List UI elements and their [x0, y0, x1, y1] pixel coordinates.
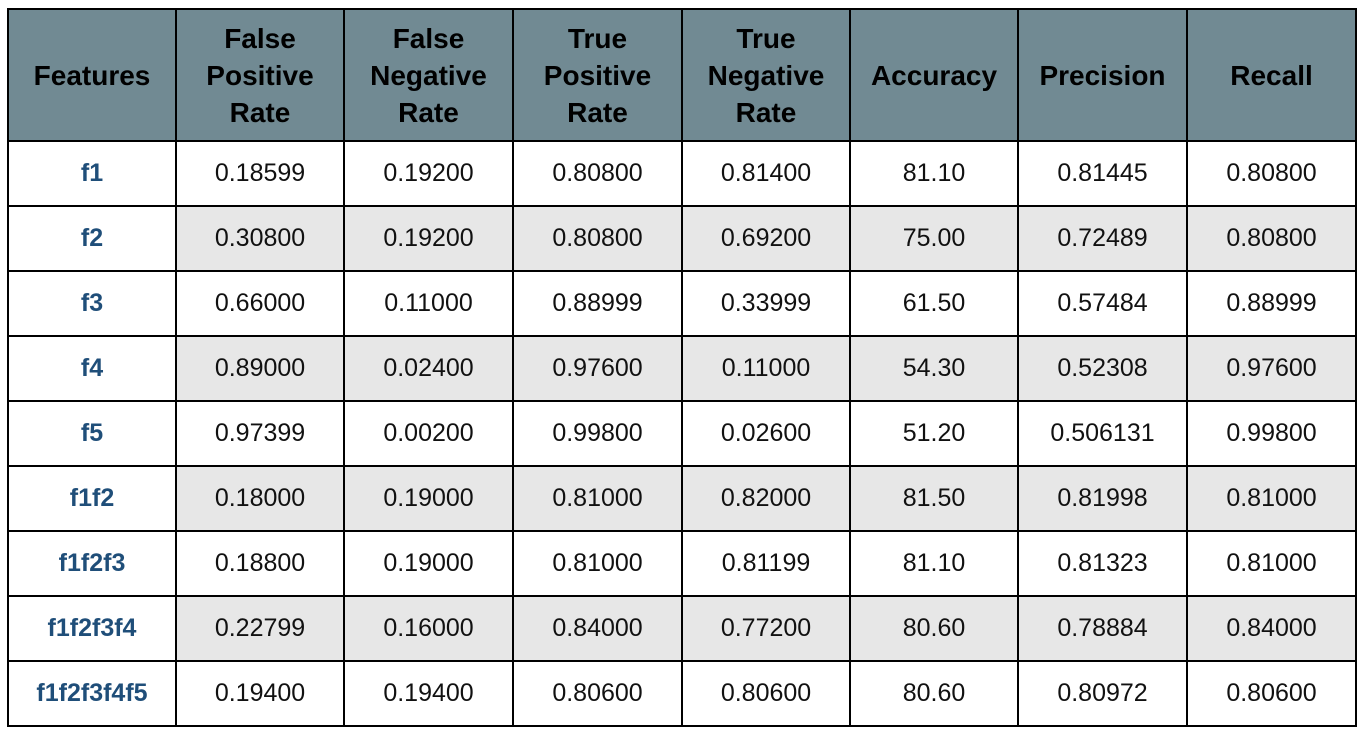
fnr-cell: 0.02400 — [343, 335, 514, 402]
recall-cell: 0.80600 — [1186, 660, 1357, 727]
tnr-cell: 0.80600 — [681, 660, 851, 727]
precision-cell: 0.81445 — [1017, 140, 1188, 207]
feature-cell: f1f2f3f4 — [7, 595, 177, 662]
tpr-cell: 0.97600 — [512, 335, 683, 402]
table-row: f2 0.30800 0.19200 0.80800 0.69200 75.00… — [7, 205, 1357, 272]
fpr-cell: 0.66000 — [175, 270, 345, 337]
feature-cell: f1f2 — [7, 465, 177, 532]
table-row: f1f2 0.18000 0.19000 0.81000 0.82000 81.… — [7, 465, 1357, 532]
fnr-cell: 0.19000 — [343, 530, 514, 597]
fnr-cell: 0.11000 — [343, 270, 514, 337]
fpr-cell: 0.89000 — [175, 335, 345, 402]
table-row: f1f2f3f4f5 0.19400 0.19400 0.80600 0.806… — [7, 660, 1357, 727]
table-row: f3 0.66000 0.11000 0.88999 0.33999 61.50… — [7, 270, 1357, 337]
fnr-cell: 0.16000 — [343, 595, 514, 662]
accuracy-cell: 51.20 — [849, 400, 1019, 467]
header-true-positive-rate: True Positive Rate — [512, 8, 683, 142]
table-row: f1f2f3 0.18800 0.19000 0.81000 0.81199 8… — [7, 530, 1357, 597]
fpr-cell: 0.18800 — [175, 530, 345, 597]
feature-cell: f3 — [7, 270, 177, 337]
header-recall: Recall — [1186, 8, 1357, 142]
tpr-cell: 0.84000 — [512, 595, 683, 662]
accuracy-cell: 80.60 — [849, 595, 1019, 662]
header-accuracy: Accuracy — [849, 8, 1019, 142]
table-row: f1 0.18599 0.19200 0.80800 0.81400 81.10… — [7, 140, 1357, 207]
table-row: f4 0.89000 0.02400 0.97600 0.11000 54.30… — [7, 335, 1357, 402]
recall-cell: 0.80800 — [1186, 140, 1357, 207]
precision-cell: 0.81998 — [1017, 465, 1188, 532]
fnr-cell: 0.00200 — [343, 400, 514, 467]
precision-cell: 0.52308 — [1017, 335, 1188, 402]
tpr-cell: 0.81000 — [512, 465, 683, 532]
table-row: f1f2f3f4 0.22799 0.16000 0.84000 0.77200… — [7, 595, 1357, 662]
tnr-cell: 0.77200 — [681, 595, 851, 662]
header-row: Features False Positive Rate False Negat… — [7, 8, 1357, 142]
tpr-cell: 0.88999 — [512, 270, 683, 337]
tpr-cell: 0.80800 — [512, 140, 683, 207]
feature-cell: f2 — [7, 205, 177, 272]
tnr-cell: 0.82000 — [681, 465, 851, 532]
fnr-cell: 0.19200 — [343, 205, 514, 272]
recall-cell: 0.97600 — [1186, 335, 1357, 402]
fpr-cell: 0.19400 — [175, 660, 345, 727]
accuracy-cell: 81.50 — [849, 465, 1019, 532]
fpr-cell: 0.30800 — [175, 205, 345, 272]
feature-cell: f5 — [7, 400, 177, 467]
tpr-cell: 0.99800 — [512, 400, 683, 467]
recall-cell: 0.99800 — [1186, 400, 1357, 467]
fpr-cell: 0.97399 — [175, 400, 345, 467]
feature-cell: f4 — [7, 335, 177, 402]
tnr-cell: 0.81400 — [681, 140, 851, 207]
table-row: f5 0.97399 0.00200 0.99800 0.02600 51.20… — [7, 400, 1357, 467]
header-precision: Precision — [1017, 8, 1188, 142]
header-false-positive-rate: False Positive Rate — [175, 8, 345, 142]
fnr-cell: 0.19400 — [343, 660, 514, 727]
accuracy-cell: 54.30 — [849, 335, 1019, 402]
header-false-negative-rate: False Negative Rate — [343, 8, 514, 142]
recall-cell: 0.88999 — [1186, 270, 1357, 337]
accuracy-cell: 81.10 — [849, 140, 1019, 207]
results-table: Features False Positive Rate False Negat… — [7, 8, 1357, 727]
recall-cell: 0.81000 — [1186, 530, 1357, 597]
accuracy-cell: 75.00 — [849, 205, 1019, 272]
accuracy-cell: 61.50 — [849, 270, 1019, 337]
tnr-cell: 0.81199 — [681, 530, 851, 597]
header-features: Features — [7, 8, 177, 142]
precision-cell: 0.80972 — [1017, 660, 1188, 727]
precision-cell: 0.57484 — [1017, 270, 1188, 337]
header-true-negative-rate: True Negative Rate — [681, 8, 851, 142]
feature-cell: f1f2f3f4f5 — [7, 660, 177, 727]
precision-cell: 0.72489 — [1017, 205, 1188, 272]
results-table-container: Features False Positive Rate False Negat… — [7, 8, 1357, 727]
precision-cell: 0.78884 — [1017, 595, 1188, 662]
recall-cell: 0.81000 — [1186, 465, 1357, 532]
fnr-cell: 0.19000 — [343, 465, 514, 532]
tnr-cell: 0.69200 — [681, 205, 851, 272]
fnr-cell: 0.19200 — [343, 140, 514, 207]
tpr-cell: 0.81000 — [512, 530, 683, 597]
recall-cell: 0.84000 — [1186, 595, 1357, 662]
tpr-cell: 0.80800 — [512, 205, 683, 272]
fpr-cell: 0.22799 — [175, 595, 345, 662]
precision-cell: 0.506131 — [1017, 400, 1188, 467]
accuracy-cell: 80.60 — [849, 660, 1019, 727]
tnr-cell: 0.02600 — [681, 400, 851, 467]
recall-cell: 0.80800 — [1186, 205, 1357, 272]
feature-cell: f1 — [7, 140, 177, 207]
fpr-cell: 0.18599 — [175, 140, 345, 207]
fpr-cell: 0.18000 — [175, 465, 345, 532]
tnr-cell: 0.33999 — [681, 270, 851, 337]
accuracy-cell: 81.10 — [849, 530, 1019, 597]
feature-cell: f1f2f3 — [7, 530, 177, 597]
tnr-cell: 0.11000 — [681, 335, 851, 402]
precision-cell: 0.81323 — [1017, 530, 1188, 597]
tpr-cell: 0.80600 — [512, 660, 683, 727]
